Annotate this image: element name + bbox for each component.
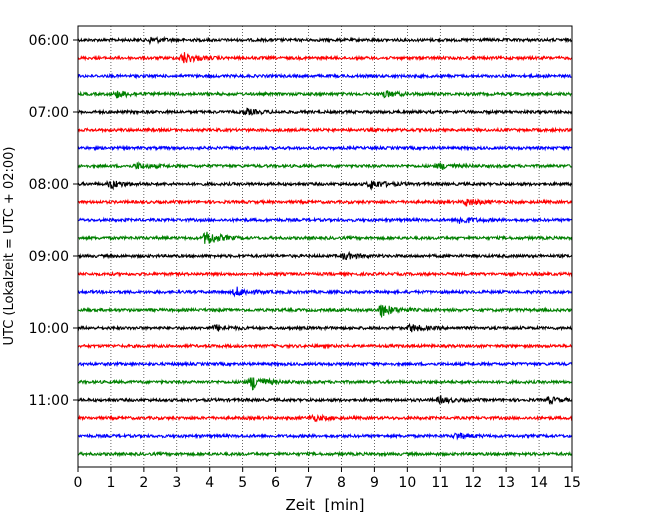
- seismic-traces: [77, 35, 573, 458]
- trace-row: [77, 198, 573, 207]
- trace-row: [77, 72, 573, 80]
- x-axis: 0 1 2 3 4 5 6 7 8 9 10 11 12 13 14 15: [74, 467, 581, 491]
- trace-row: [77, 231, 573, 244]
- x-tick-label: 2: [139, 475, 148, 491]
- trace-row: [77, 250, 573, 261]
- y-tick-label: 10:00: [29, 321, 69, 337]
- x-axis-label: Zeit [min]: [285, 496, 364, 514]
- y-tick-label: 08:00: [29, 177, 69, 193]
- trace-row: [77, 144, 573, 152]
- x-tick-label: 3: [172, 475, 181, 491]
- trace-row: [77, 126, 573, 134]
- trace-row: [77, 179, 573, 191]
- trace-row: [77, 322, 573, 333]
- trace-row: [77, 377, 573, 391]
- trace-row: [77, 216, 573, 224]
- x-tick-label: 7: [304, 475, 313, 491]
- y-tick-label: 07:00: [29, 105, 69, 121]
- plot-background: [78, 26, 572, 467]
- trace-row: [77, 90, 573, 99]
- x-tick-label: 0: [74, 475, 83, 491]
- trace-row: [77, 450, 573, 458]
- trace-row: [77, 52, 573, 64]
- y-tick-label: 06:00: [29, 33, 69, 49]
- x-tick-label: 5: [238, 475, 247, 491]
- trace-row: [77, 360, 573, 368]
- x-tick-label: 4: [205, 475, 214, 491]
- y-axis-label: UTC (Lokalzeit = UTC + 02:00): [2, 147, 17, 346]
- trace-row: [77, 342, 573, 350]
- plot-frame: [77, 25, 573, 468]
- x-tick-label: 10: [398, 475, 416, 491]
- x-tick-label: 13: [497, 475, 515, 491]
- x-tick-label: 11: [431, 475, 449, 491]
- x-tick-label: 8: [337, 475, 346, 491]
- x-tick-label: 9: [370, 475, 379, 491]
- trace-row: [77, 432, 573, 441]
- trace-row: [77, 270, 573, 278]
- y-axis: 06:00 07:00 08:00 09:00 10:00 11:00: [29, 33, 78, 409]
- trace-row: [77, 413, 573, 423]
- trace-row: [77, 35, 573, 46]
- y-tick-label: 11:00: [29, 393, 69, 409]
- trace-row: [77, 160, 573, 170]
- x-tick-label: 12: [464, 475, 482, 491]
- trace-row: [77, 394, 573, 406]
- x-tick-label: 6: [271, 475, 280, 491]
- x-tick-label: 1: [106, 475, 115, 491]
- trace-row: [77, 286, 573, 298]
- trace-row: [77, 107, 573, 116]
- x-tick-label: 14: [530, 475, 548, 491]
- trace-row: [77, 304, 573, 318]
- y-tick-label: 09:00: [29, 249, 69, 265]
- x-tick-label: 15: [563, 475, 581, 491]
